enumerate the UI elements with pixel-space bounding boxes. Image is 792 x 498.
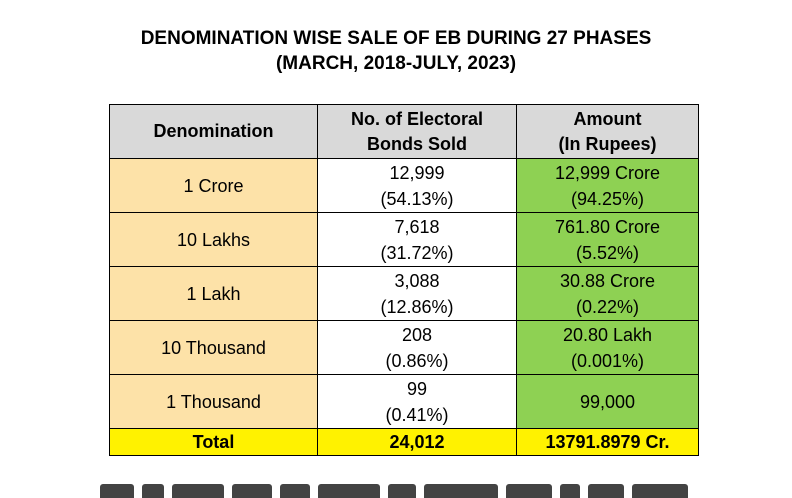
header-bonds-line2: Bonds Sold [367,133,467,154]
table-header-row: Denomination No. of Electoral Bonds Sold… [109,104,699,159]
amount-cell: 12,999 Crore (94.25%) [516,158,699,213]
bonds-percent: (54.13%) [380,188,454,209]
header-amount: Amount (In Rupees) [516,104,699,159]
bonds-count: 7,618 [394,216,440,237]
header-bonds-sold: No. of Electoral Bonds Sold [317,104,517,159]
bonds-count: 12,999 [389,162,445,183]
amount-cell: 20.80 Lakh (0.001%) [516,320,699,375]
page-title: DENOMINATION WISE SALE OF EB DURING 27 P… [0,26,792,76]
bonds-count: 3,088 [394,270,440,291]
denomination-cell: 10 Thousand [109,320,318,375]
total-bonds-count: 24,012 [317,428,517,456]
table-row: 1 Lakh 3,088 (12.86%) 30.88 Crore (0.22%… [109,266,699,321]
amount-cell: 761.80 Crore (5.52%) [516,212,699,267]
bonds-count: 99 [406,378,428,399]
bonds-sold-cell: 3,088 (12.86%) [317,266,517,321]
header-denomination: Denomination [109,104,318,159]
denomination-cell: 1 Thousand [109,374,318,429]
bonds-sold-cell: 12,999 (54.13%) [317,158,517,213]
title-line-main: DENOMINATION WISE SALE OF EB DURING 27 P… [140,28,652,49]
denomination-sales-table: Denomination No. of Electoral Bonds Sold… [109,104,699,456]
bonds-sold-cell: 99 (0.41%) [317,374,517,429]
cropped-footer-text [100,484,792,498]
total-amount: 13791.8979 Cr. [516,428,699,456]
amount-percent: (5.52%) [575,242,640,263]
denomination-cell: 10 Lakhs [109,212,318,267]
bonds-percent: (12.86%) [380,296,454,317]
amount-value: 30.88 Crore [559,270,656,291]
amount-cell: 99,000 [516,374,699,429]
bonds-percent: (31.72%) [380,242,454,263]
denomination-cell: 1 Crore [109,158,318,213]
bonds-sold-cell: 208 (0.86%) [317,320,517,375]
denomination-cell: 1 Lakh [109,266,318,321]
amount-value: 99,000 [579,391,636,412]
table-row: 10 Thousand 208 (0.86%) 20.80 Lakh (0.00… [109,320,699,375]
header-amount-line2: (In Rupees) [558,133,657,154]
bonds-percent: (0.86%) [385,350,449,371]
table-row: 1 Crore 12,999 (54.13%) 12,999 Crore (94… [109,158,699,213]
table-row: 1 Thousand 99 (0.41%) 99,000 [109,374,699,429]
bonds-sold-cell: 7,618 (31.72%) [317,212,517,267]
bonds-count: 208 [401,324,433,345]
table-row: 10 Lakhs 7,618 (31.72%) 761.80 Crore (5.… [109,212,699,267]
amount-value: 20.80 Lakh [562,324,653,345]
header-amount-line1: Amount [573,108,642,129]
amount-cell: 30.88 Crore (0.22%) [516,266,699,321]
amount-value: 761.80 Crore [554,216,661,237]
bonds-percent: (0.41%) [385,404,449,425]
amount-percent: (0.001%) [570,350,645,371]
total-row: Total 24,012 13791.8979 Cr. [109,428,699,456]
header-bonds-line1: No. of Electoral [350,108,484,129]
title-line-period: (MARCH, 2018-JULY, 2023) [275,53,517,74]
total-label: Total [109,428,318,456]
amount-value: 12,999 Crore [554,162,661,183]
amount-percent: (0.22%) [575,296,640,317]
amount-percent: (94.25%) [570,188,645,209]
